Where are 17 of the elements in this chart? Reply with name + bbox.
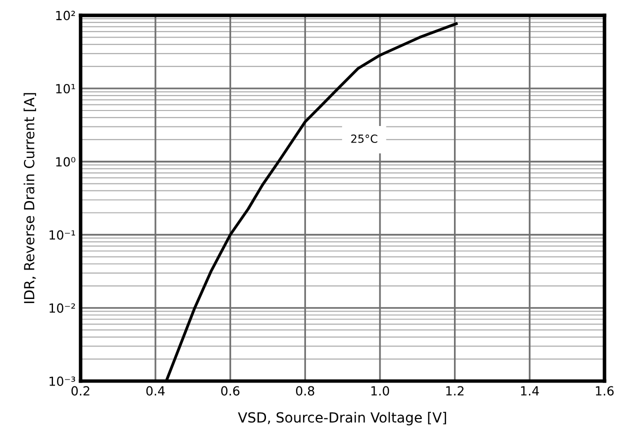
y-tick-label: 10² bbox=[56, 10, 75, 20]
y-tick-label: 10⁻³ bbox=[50, 376, 76, 386]
y-tick-label: 10¹ bbox=[56, 84, 76, 94]
y-tick-label: 10⁻² bbox=[50, 303, 75, 313]
x-tick-label: 0.6 bbox=[221, 386, 240, 396]
x-tick-label: 0.2 bbox=[71, 386, 90, 396]
annotation: 25°C bbox=[351, 134, 378, 143]
x-tick-label: 1.6 bbox=[596, 386, 614, 396]
y-tick-label: 10⁻¹ bbox=[50, 230, 76, 240]
x-tick-label: 1.0 bbox=[371, 386, 390, 396]
y-tick-label: 10⁰ bbox=[56, 157, 76, 167]
x-tick-label: 0.4 bbox=[146, 386, 165, 396]
x-axis-title: VSD, Source-Drain Voltage [V] bbox=[238, 412, 446, 426]
y-axis-title: IDR, Reverse Drain Current [A] bbox=[24, 93, 36, 304]
x-tick-label: 1.2 bbox=[446, 386, 464, 396]
x-tick-label: 1.4 bbox=[521, 386, 539, 396]
x-tick-label: 0.8 bbox=[296, 386, 314, 396]
